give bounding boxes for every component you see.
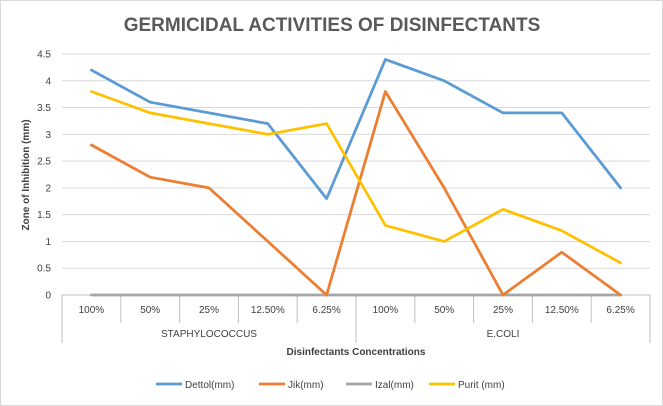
series-lines [90,58,622,297]
chart-title: GERMICIDAL ACTIVITIES OF DISINFECTANTS [124,15,541,36]
x-group-label: E.COLI [487,329,520,340]
legend-label: Izal(mm) [375,380,414,391]
x-tick-label: 50% [434,305,454,316]
x-tick-label: 6.25% [312,305,340,316]
x-tick-label: 12.50% [251,305,285,316]
y-tick-label: 2.5 [37,157,51,168]
x-tick-label: 25% [493,305,513,316]
series-line-1 [90,90,622,297]
x-tick-label: 100% [373,305,399,316]
y-axis-title: Zone of Inhibition (mm) [21,119,32,230]
gridlines [62,53,650,269]
y-tick-label: 3 [45,130,51,141]
y-tick-label: 1 [45,237,51,248]
y-tick-label: 1.5 [37,210,51,221]
legend-label: Purit (mm) [458,380,505,391]
x-tick-label: 12.50% [545,305,579,316]
y-tick-label: 3.5 [37,103,51,114]
legend-label: Dettol(mm) [185,380,234,391]
x-group-label: STAPHYLOCOCCUS [161,329,257,340]
y-tick-label: 4 [45,76,51,87]
legend: Dettol(mm) Jik(mm) Izal(mm) Purit (mm) [156,380,505,391]
x-tick-label: 6.25% [606,305,634,316]
y-tick-label: 2 [45,183,51,194]
x-tick-label: 50% [140,305,160,316]
x-tick-label: 25% [199,305,219,316]
y-axis-ticks: 0 0.5 1 1.5 2 2.5 3 3.5 4 4.5 [37,50,51,302]
series-line-0 [90,58,622,200]
x-axis: 100% 50% 25% 12.50% 6.25% 100% 50% 25% 12.50% 6.2… [61,294,651,343]
y-tick-label: 0.5 [37,264,51,275]
y-tick-label: 0 [45,291,51,302]
legend-label: Jik(mm) [288,380,324,391]
x-axis-title: Disinfectants Concentrations [287,347,426,358]
x-tick-label: 100% [79,305,105,316]
series-line-3 [90,90,622,265]
y-tick-label: 4.5 [37,50,51,61]
